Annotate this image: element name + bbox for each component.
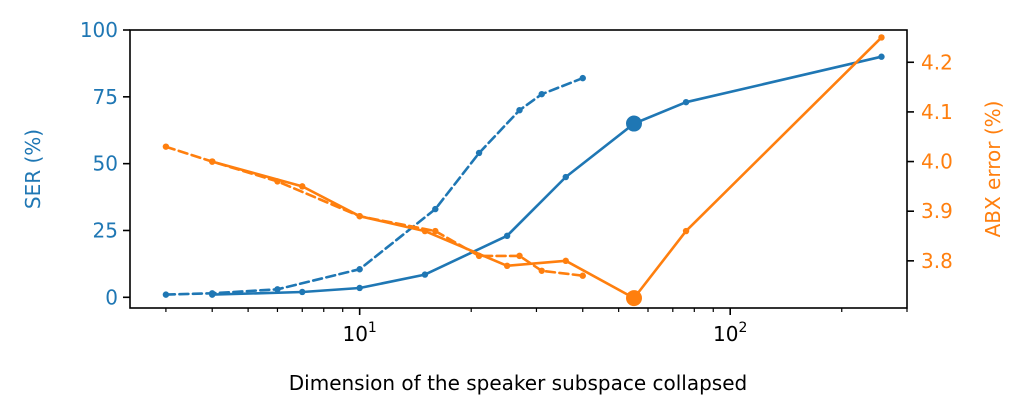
series-2-point-8 xyxy=(538,90,545,98)
series-4-point-7 xyxy=(516,252,523,260)
x-axis-label: Dimension of the speaker subspace collap… xyxy=(289,371,747,395)
y-left-tick-label: 75 xyxy=(93,85,118,109)
series-4-point-4 xyxy=(356,212,363,220)
series-2-point-6 xyxy=(475,149,483,157)
series-3-point-8 xyxy=(682,227,690,235)
series-1-highlight-point xyxy=(625,115,642,132)
series-4-point-6 xyxy=(475,252,483,260)
series-3-highlight-point xyxy=(625,290,642,307)
series-3-line xyxy=(210,36,883,300)
series-2-point-9 xyxy=(579,74,586,82)
series-4-point-1 xyxy=(162,143,170,150)
series-layer xyxy=(162,34,885,307)
series-1-point-2 xyxy=(299,288,306,296)
series-1-point-9 xyxy=(878,53,885,60)
series-1-point-4 xyxy=(421,271,429,278)
y-axis-right-label: ABX error (%) xyxy=(981,101,1005,238)
x-axis: 101 102 xyxy=(165,308,908,346)
series-4-point-5 xyxy=(432,227,439,235)
y-right-tick-label: 3.8 xyxy=(921,249,953,273)
series-4-point-9 xyxy=(579,272,586,279)
y-axis-right: 3.8 3.9 4.0 4.1 4.2 xyxy=(907,50,953,273)
plot-frame xyxy=(129,29,908,309)
series-3-point-6 xyxy=(562,257,569,265)
y-right-tick-label: 4.2 xyxy=(921,50,953,74)
series-4-point-2 xyxy=(209,158,216,165)
x-tick-label: 101 xyxy=(342,320,376,346)
y-right-tick-label: 4.0 xyxy=(921,150,953,174)
series-1-point-8 xyxy=(682,98,690,106)
series-2-point-2 xyxy=(209,290,216,297)
series-2-point-3 xyxy=(274,286,281,293)
y-right-tick-label: 3.9 xyxy=(921,199,953,223)
series-2-point-4 xyxy=(356,266,363,273)
series-2-point-5 xyxy=(432,205,439,213)
x-tick-label: 102 xyxy=(713,320,747,346)
y-left-tick-label: 50 xyxy=(93,152,118,176)
series-4-point-3 xyxy=(274,178,281,185)
series-1-point-6 xyxy=(562,173,569,181)
series-1-point-3 xyxy=(356,284,363,292)
series-3-point-2 xyxy=(299,183,306,190)
series-3-point-5 xyxy=(503,262,511,270)
series-1-line xyxy=(210,55,883,296)
series-2-point-1 xyxy=(162,291,170,298)
y-left-tick-label: 0 xyxy=(105,285,118,309)
y-axis-left: 0 25 50 75 100 xyxy=(80,18,130,309)
series-2-point-7 xyxy=(516,106,523,114)
series-3-point-9 xyxy=(878,34,885,41)
y-axis-left-label: SER (%) xyxy=(21,129,45,209)
series-4-point-8 xyxy=(538,267,545,274)
y-left-tick-label: 25 xyxy=(93,218,118,242)
series-1-point-5 xyxy=(503,232,511,240)
y-left-tick-label: 100 xyxy=(80,18,118,42)
y-right-tick-label: 4.1 xyxy=(921,100,953,124)
